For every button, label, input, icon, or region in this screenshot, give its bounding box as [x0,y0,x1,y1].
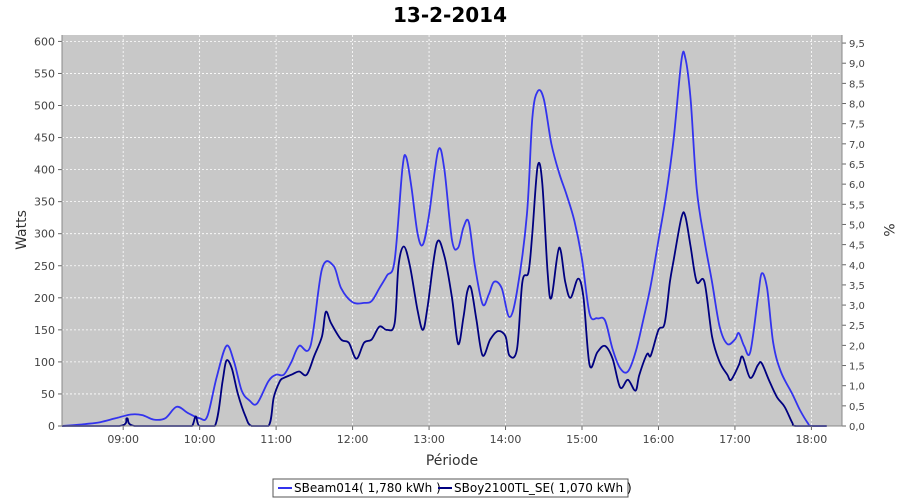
y-right-tick-label: 7,5 [849,120,865,131]
y-tick-label: 300 [34,228,55,241]
y-tick-label: 100 [34,356,55,369]
y-right-tick-label: 7,0 [849,140,865,151]
y-tick-label: 600 [34,35,55,48]
axis-layer: 0 50 100 150 200 250 300 350 400 450 500 550 600 09:0… [34,35,865,446]
x-tick-label: 12:00 [337,433,369,446]
x-axis-label: Période [426,453,478,469]
y-right-tick-label: 1,5 [849,362,865,373]
y-right-tick-label: 6,5 [849,160,865,171]
x-tick-label: 13:00 [413,433,445,446]
y-right-tick-label: 1,0 [849,382,865,393]
y-tick-label: 450 [34,132,55,145]
y-tick-label: 50 [41,388,55,401]
legend: SBeam014( 1,780 kWh ) SBoy2100TL_SE( 1,0… [272,478,632,498]
legend-label-1: SBeam014( 1,780 kWh ) [294,481,441,495]
y-tick-label: 150 [34,324,55,337]
y-tick-label: 200 [34,292,55,305]
y-right-tick-label: 5,0 [849,220,865,231]
legend-label-2: SBoy2100TL_SE( 1,070 kWh ) [454,481,632,495]
x-tick-label: 15:00 [566,433,598,446]
y-tick-label: 250 [34,260,55,273]
x-tick-label: 17:00 [719,433,751,446]
y-right-tick-label: 0,0 [849,422,865,433]
y-right-tick-label: 9,5 [849,39,865,50]
y-right-tick-label: 6,0 [849,180,865,191]
series-line-1 [61,50,827,427]
y-right-axis-label: % [880,223,896,236]
x-tick-label: 09:00 [107,433,139,446]
y-right-tick-label: 9,0 [849,59,865,70]
y-tick-label: 400 [34,164,55,177]
grid-layer [62,35,842,426]
y-right-tick-label: 8,0 [849,100,865,111]
series-layer [61,50,827,427]
y-right-tick-label: 3,5 [849,281,865,292]
y-tick-label: 500 [34,100,55,113]
x-tick-label: 10:00 [184,433,216,446]
y-right-tick-label: 8,5 [849,79,865,90]
y-right-tick-label: 5,5 [849,200,865,211]
x-tick-label: 11:00 [260,433,292,446]
y-right-tick-label: 3,0 [849,301,865,312]
x-tick-label: 18:00 [796,433,828,446]
y-axis-label: Watts [14,210,30,250]
y-right-tick-label: 4,0 [849,261,865,272]
y-tick-label: 550 [34,67,55,80]
series-line-2 [62,161,827,427]
y-right-tick-label: 0,5 [849,402,865,413]
plot-area [62,35,842,426]
y-right-tick-label: 2,0 [849,341,865,352]
y-right-tick-label: 2,5 [849,321,865,332]
y-tick-label: 350 [34,196,55,209]
chart-title: 13-2-2014 [393,3,507,27]
x-tick-label: 16:00 [643,433,675,446]
y-tick-label: 0 [48,420,55,433]
x-tick-label: 14:00 [490,433,522,446]
y-right-tick-label: 4,5 [849,241,865,252]
